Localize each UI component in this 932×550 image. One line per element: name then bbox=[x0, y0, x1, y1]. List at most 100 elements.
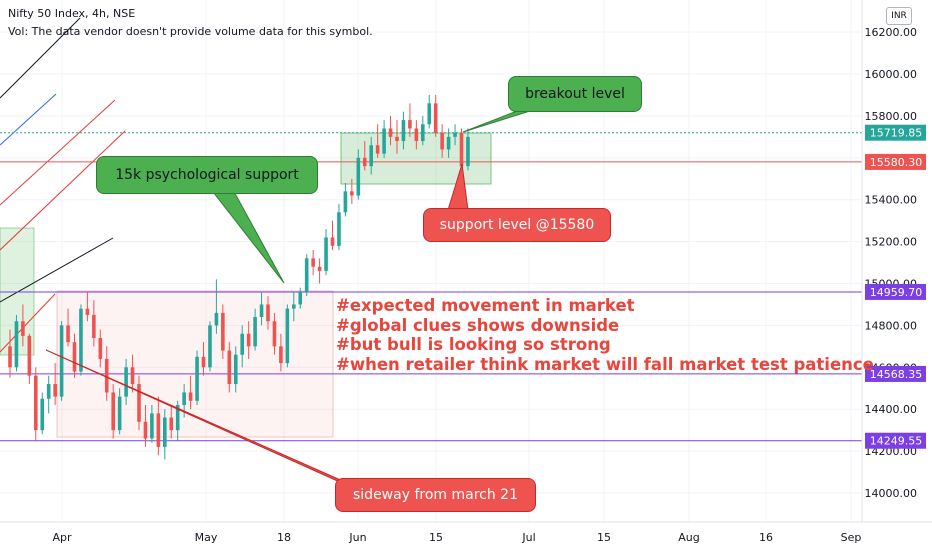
candle-body bbox=[466, 136, 470, 167]
symbol-title: Nifty 50 Index, 4h, NSE bbox=[8, 7, 136, 20]
note-line: #when retailer think market will fall ma… bbox=[336, 354, 874, 374]
candle-body bbox=[408, 120, 412, 129]
candle-body bbox=[59, 325, 64, 397]
candle-body bbox=[446, 136, 451, 150]
candle-body bbox=[414, 128, 419, 142]
x-tick-label: Aug bbox=[678, 531, 699, 544]
x-tick-label: May bbox=[195, 531, 218, 544]
candle-body bbox=[343, 191, 348, 213]
candle-body bbox=[137, 384, 141, 422]
trend-line bbox=[0, 237, 114, 303]
y-tick-label: 15800.00 bbox=[865, 110, 918, 123]
candle-body bbox=[459, 132, 464, 167]
candle-body bbox=[214, 312, 219, 326]
price-label: 14568.35 bbox=[870, 368, 923, 381]
trend-line bbox=[0, 17, 81, 99]
candle-body bbox=[375, 145, 380, 154]
y-tick-label: 15200.00 bbox=[865, 236, 918, 249]
psych-support-pointer bbox=[208, 187, 285, 284]
currency-button[interactable]: INR bbox=[886, 7, 912, 25]
price-label-bg bbox=[865, 283, 926, 300]
price-label-bg bbox=[865, 124, 926, 141]
candle-body bbox=[46, 384, 51, 399]
candle-body bbox=[53, 384, 57, 397]
x-tick-label: 18 bbox=[277, 531, 291, 544]
candle-body bbox=[369, 145, 373, 167]
y-tick-label: 14800.00 bbox=[865, 319, 918, 332]
candle-body bbox=[117, 396, 122, 431]
candle-body bbox=[79, 308, 83, 372]
candle-body bbox=[40, 398, 45, 431]
candle-body bbox=[292, 304, 296, 309]
x-tick-label: 15 bbox=[429, 531, 443, 544]
price-label: 14249.55 bbox=[870, 435, 923, 448]
candle-body bbox=[130, 367, 135, 385]
candle-body bbox=[279, 346, 283, 364]
candle-body bbox=[72, 342, 77, 372]
grid bbox=[0, 0, 862, 522]
candle-body bbox=[246, 333, 251, 347]
candle-body bbox=[317, 266, 322, 271]
candle-body bbox=[66, 325, 70, 343]
candle-body bbox=[337, 212, 341, 246]
candle-body bbox=[188, 392, 193, 401]
candle-body bbox=[350, 191, 354, 196]
candle-body bbox=[111, 392, 115, 431]
candle-body bbox=[453, 132, 457, 137]
candle-body bbox=[240, 333, 244, 355]
candle-body bbox=[298, 291, 303, 305]
candle-body bbox=[92, 314, 96, 338]
candle-body bbox=[253, 317, 257, 347]
candle-body bbox=[259, 304, 264, 318]
x-tick-label: Jun bbox=[348, 531, 366, 544]
price-label: 14959.70 bbox=[870, 286, 923, 299]
time-axis-bg bbox=[0, 522, 932, 550]
candle-body bbox=[427, 103, 432, 125]
candle-body bbox=[233, 354, 238, 385]
candle-body bbox=[150, 413, 154, 439]
candle-body bbox=[104, 358, 109, 393]
candle-body bbox=[382, 128, 386, 154]
note-line: #expected movement in market bbox=[336, 296, 635, 315]
candle-body bbox=[98, 337, 103, 359]
y-tick-label: 15400.00 bbox=[865, 194, 918, 207]
support-level-callout: support level @15580 bbox=[423, 208, 611, 242]
volume-notice: Vol: The data vendor doesn't provide vol… bbox=[8, 25, 373, 38]
candle-body bbox=[21, 321, 25, 336]
x-tick-label: 15 bbox=[597, 531, 611, 544]
callout-arrows bbox=[45, 105, 547, 493]
candle-body bbox=[401, 120, 406, 142]
candle-body bbox=[388, 128, 393, 137]
candle-body bbox=[208, 325, 212, 368]
y-tick-label: 16000.00 bbox=[865, 68, 918, 81]
candle-body bbox=[266, 304, 270, 322]
candle-body bbox=[421, 124, 425, 142]
price-label-bg bbox=[865, 365, 926, 382]
candle-body bbox=[34, 375, 38, 431]
price-label-bg bbox=[865, 153, 926, 170]
candle-body bbox=[272, 321, 277, 347]
candle-body bbox=[143, 421, 148, 439]
candle-body bbox=[27, 335, 32, 376]
note-line: #but bull is looking so strong bbox=[336, 335, 611, 354]
psych-support-callout: 15k psychological support bbox=[96, 156, 318, 194]
candle-body bbox=[227, 350, 232, 385]
candle-body bbox=[14, 321, 19, 368]
candle-body bbox=[433, 103, 438, 133]
trend-line bbox=[0, 293, 56, 353]
trend-line bbox=[0, 99, 116, 206]
candle-body bbox=[304, 258, 309, 292]
y-tick-label: 16200.00 bbox=[865, 26, 918, 39]
candle-body bbox=[85, 308, 90, 315]
x-tick-label: Jul bbox=[521, 531, 535, 544]
y-tick-label: 14000.00 bbox=[865, 487, 918, 500]
candle-body bbox=[356, 157, 361, 196]
trend-line bbox=[0, 93, 57, 146]
candle-body bbox=[440, 132, 444, 150]
candles bbox=[8, 94, 470, 460]
price-axis-bg bbox=[862, 0, 932, 550]
candle-body bbox=[201, 356, 206, 368]
market-notes: #expected movement in market #global clu… bbox=[336, 296, 874, 374]
